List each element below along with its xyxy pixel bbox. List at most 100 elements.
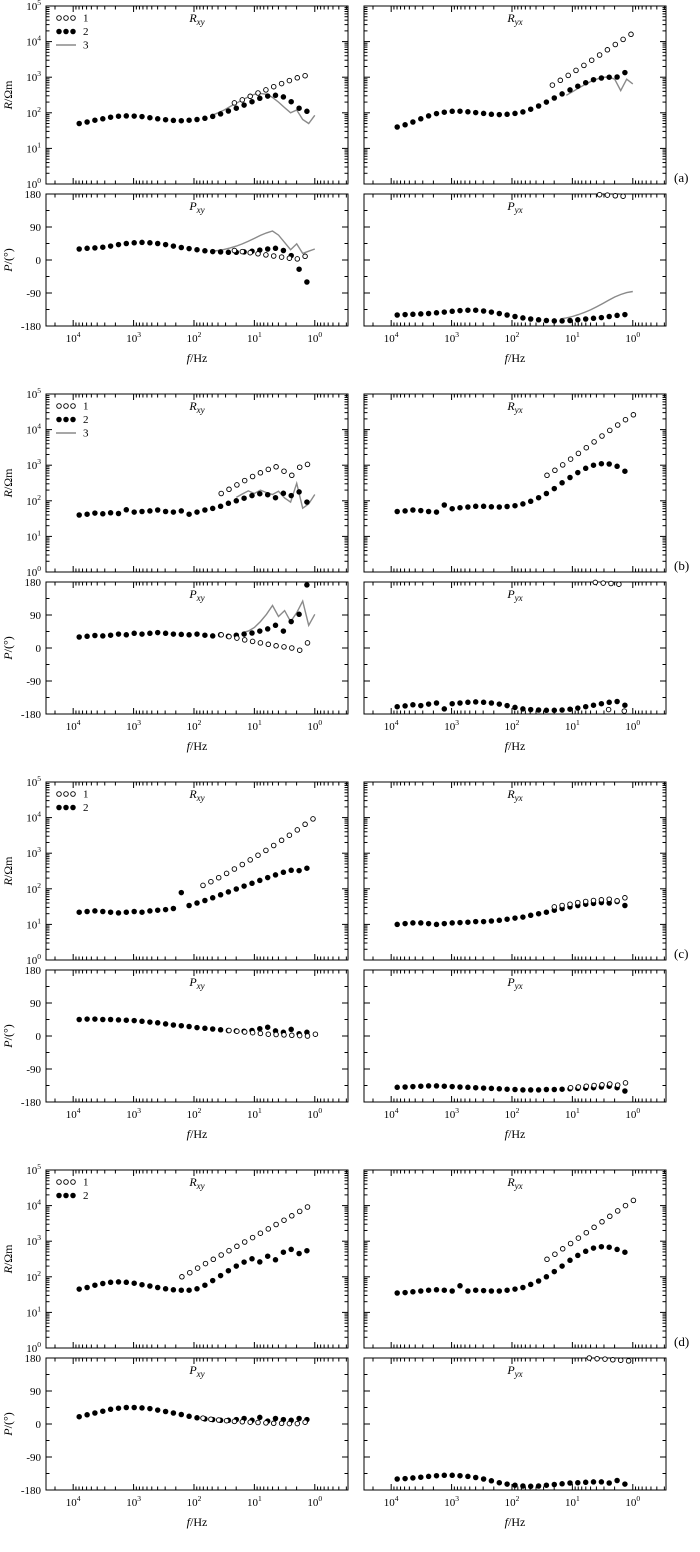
series-Pxy-3 [212,230,316,255]
x-tick-label: 103 [126,718,141,733]
x-tick-label: 103 [126,1494,141,1509]
chart-b-Ryx: Ryx [363,393,667,573]
panel-label-a: (a) [674,170,689,185]
legend-label: 1 [83,401,89,413]
plot-frame [45,781,349,961]
series-Ryx-1 [549,31,634,88]
y-tick-label: 180 [25,190,42,201]
panel-label-b: (b) [674,558,690,573]
chart-title: Pxy [188,587,204,603]
legend-item-1: 1 [56,789,89,801]
legend-marker-open [63,791,69,797]
y-tick-label: -90 [26,1064,41,1076]
chart-title: Ryx [506,1175,522,1191]
y-axis-label: R/Ωm [1,80,15,111]
x-tick-label: 102 [187,1494,202,1509]
series-Pyx-1 [586,1355,632,1364]
series-Pxy-1 [218,632,311,653]
plot-frame [363,5,667,185]
y-tick-label: 102 [26,881,41,896]
legend-marker-filled [70,1192,76,1199]
x-tick-label: 100 [307,1494,322,1509]
series-Rxy-1 [218,461,311,497]
y-tick-label: 101 [26,140,41,155]
plot-frame [45,1169,349,1349]
y-tick-label: 180 [25,1354,42,1365]
x-tick-label: 103 [444,330,459,345]
y-tick-label: 0 [36,1419,42,1431]
series-Rxy-3 [211,92,316,125]
y-tick-label: 101 [26,916,41,931]
chart-title: Ryx [506,11,522,27]
legend-marker-open [63,1179,69,1185]
y-tick-label: 102 [26,493,41,508]
x-tick-label: 100 [625,1494,640,1509]
y-tick-label: -180 [21,1097,42,1109]
series-Ryx-2 [394,460,628,515]
chart-title: Rxy [188,11,204,27]
x-tick-label: 100 [307,1106,322,1121]
legend-marker-open [70,15,76,21]
chart-c-Pyx: 104 103 102 101 100 f/Hz Pyx [363,969,667,1141]
series-Pyx-1 [592,579,628,714]
x-tick-label: 101 [565,330,580,345]
y-axis-label: R/Ωm [1,856,15,887]
series-Rxy-2 [76,489,310,518]
chart-title: Pyx [506,587,522,603]
y-tick-label: 100 [26,176,41,190]
legend-marker-open [63,403,69,409]
y-tick-label: 103 [26,1233,41,1248]
series-Pyx-2 [394,1472,628,1490]
chart-c-Rxy: 100 101 102 103 104 105 R/Ωm Rxy 12 [1,776,349,966]
series-Rxy-2 [76,92,310,127]
legend-marker-filled [56,28,62,35]
x-axis-label: f/Hz [187,1515,208,1529]
y-tick-label: 103 [26,69,41,84]
legend-label: 1 [83,1177,89,1189]
plot-frame [45,393,349,573]
legend-item-1: 1 [56,401,89,413]
legend-item-1: 1 [56,13,89,25]
chart-title: Pyx [506,1363,522,1379]
y-tick-label: 101 [26,1304,41,1319]
x-tick-label: 104 [384,330,399,345]
series-Pxy-3 [242,599,316,634]
chart-d-Ryx: Ryx [363,1169,667,1349]
series-Rxy-2 [76,1246,310,1293]
series-Pyx-2 [394,698,628,714]
series-Rxy-3 [235,480,316,510]
series-Ryx-2 [394,1243,628,1296]
y-tick-label: 101 [26,528,41,543]
chart-title: Pyx [506,199,522,215]
x-tick-label: 100 [625,718,640,733]
chart-title: Rxy [188,787,204,803]
x-tick-label: 103 [444,718,459,733]
y-tick-label: 100 [26,952,41,966]
x-axis-label: f/Hz [187,351,208,365]
chart-b-Pyx: 104 103 102 101 100 f/Hz Pyx [363,579,667,753]
x-tick-label: 102 [187,718,202,733]
x-tick-label: 103 [126,1106,141,1121]
legend-item-3: 3 [56,428,89,440]
series-Ryx-2 [394,69,628,130]
chart-title: Ryx [506,399,522,415]
x-axis-label: f/Hz [505,1127,526,1141]
y-tick-label: 90 [30,998,42,1010]
legend-label: 2 [83,26,89,38]
legend-item-3: 3 [56,40,89,52]
x-tick-label: 103 [444,1494,459,1509]
series-Pxy-1 [226,1027,319,1039]
x-tick-label: 100 [625,1106,640,1121]
x-tick-label: 100 [307,718,322,733]
legend-label: 3 [83,428,89,440]
y-tick-label: 105 [26,776,41,789]
legend-marker-open [70,403,76,409]
series-Ryx-2 [394,898,628,928]
panel-a: 100 101 102 103 104 105 R/Ωm Rxy 1 2 3 Ryx -180 -90 0 9… [0,0,700,388]
chart-d-Pyx: 104 103 102 101 100 f/Hz Pyx [363,1355,667,1529]
x-tick-label: 103 [126,330,141,345]
plot-frame [363,193,667,327]
y-tick-label: 90 [30,610,42,622]
y-tick-label: 104 [26,34,41,49]
